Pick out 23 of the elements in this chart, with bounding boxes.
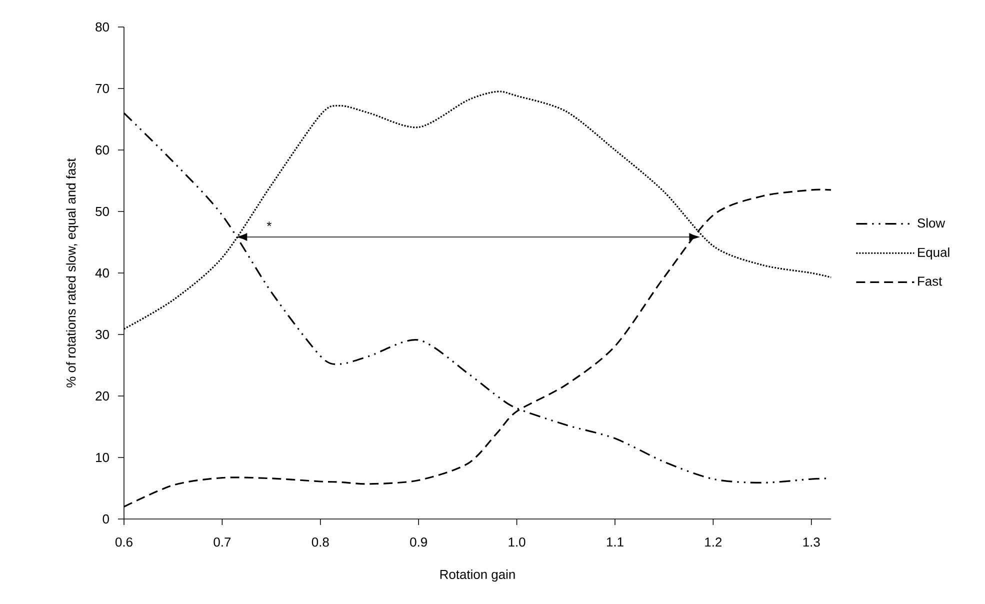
y-axis-title: % of rotations rated slow, equal and fast (66, 158, 78, 388)
x-tick-label: 0.9 (410, 538, 427, 547)
annotation: * (266, 222, 272, 226)
legend-label: Equal (918, 247, 950, 260)
x-tick-label: 1.0 (508, 538, 526, 547)
y-tick-label: 10 (96, 452, 109, 462)
y-tick-label: 60 (96, 145, 109, 155)
x-axis-title: Rotation gain (440, 570, 515, 582)
x-tick-label: 0.6 (116, 538, 132, 547)
x-tick-label: 1.1 (606, 538, 624, 546)
legend-label: Slow (918, 218, 946, 228)
y-tick-label: 40 (95, 268, 109, 278)
x-tick-label: 1.3 (803, 538, 820, 547)
y-tick-label: 0 (102, 514, 109, 524)
x-tick-label: 0.8 (312, 538, 329, 547)
x-tick-label: 0.7 (214, 538, 231, 547)
x-tick-label: 1.2 (705, 538, 722, 547)
y-tick-label: 20 (96, 391, 109, 401)
y-tick-label: 70 (96, 84, 109, 94)
y-tick-label: 80 (96, 22, 109, 32)
y-tick-label: 50 (96, 206, 109, 216)
legend-label: Fast (918, 276, 942, 286)
y-tick-label: 30 (96, 330, 109, 340)
